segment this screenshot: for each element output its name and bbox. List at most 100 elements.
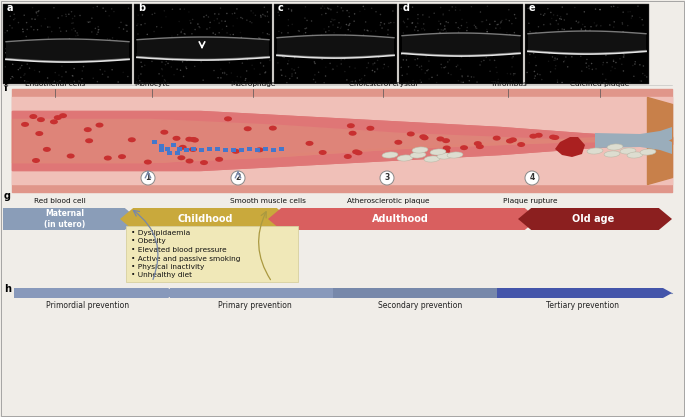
Ellipse shape	[364, 8, 366, 10]
Ellipse shape	[632, 15, 633, 17]
Ellipse shape	[627, 25, 629, 26]
Ellipse shape	[336, 65, 338, 67]
Ellipse shape	[153, 31, 155, 32]
Ellipse shape	[277, 11, 279, 13]
Ellipse shape	[10, 59, 12, 60]
Ellipse shape	[232, 34, 234, 35]
Ellipse shape	[473, 76, 475, 78]
Ellipse shape	[283, 6, 284, 7]
Ellipse shape	[165, 16, 166, 18]
Ellipse shape	[337, 27, 338, 28]
Ellipse shape	[595, 68, 597, 70]
Ellipse shape	[59, 27, 60, 29]
Bar	[263, 147, 268, 151]
Ellipse shape	[68, 38, 69, 40]
Ellipse shape	[447, 61, 449, 63]
Ellipse shape	[229, 62, 230, 63]
Ellipse shape	[330, 9, 332, 10]
Ellipse shape	[259, 38, 260, 39]
Ellipse shape	[73, 28, 75, 29]
Ellipse shape	[469, 56, 470, 57]
Ellipse shape	[551, 56, 553, 58]
Ellipse shape	[110, 53, 112, 55]
Ellipse shape	[428, 78, 430, 80]
Ellipse shape	[21, 122, 29, 127]
Ellipse shape	[458, 80, 459, 81]
Ellipse shape	[158, 42, 160, 43]
Ellipse shape	[141, 66, 142, 68]
Ellipse shape	[144, 65, 145, 66]
Ellipse shape	[392, 10, 394, 12]
Ellipse shape	[161, 61, 163, 63]
Ellipse shape	[72, 75, 74, 77]
Ellipse shape	[552, 41, 553, 43]
Ellipse shape	[613, 60, 614, 61]
Ellipse shape	[49, 26, 51, 28]
Ellipse shape	[551, 135, 559, 140]
Ellipse shape	[533, 53, 534, 54]
Text: 2: 2	[236, 173, 240, 183]
Ellipse shape	[137, 23, 138, 25]
Ellipse shape	[410, 152, 426, 158]
Ellipse shape	[225, 20, 226, 22]
Ellipse shape	[592, 37, 593, 38]
Ellipse shape	[88, 22, 89, 23]
Ellipse shape	[590, 50, 591, 51]
Ellipse shape	[393, 22, 395, 23]
Ellipse shape	[266, 15, 269, 17]
Ellipse shape	[388, 66, 389, 68]
Text: a: a	[7, 3, 14, 13]
Ellipse shape	[185, 66, 187, 68]
Ellipse shape	[32, 7, 34, 8]
Ellipse shape	[213, 70, 215, 71]
Ellipse shape	[547, 8, 549, 10]
Ellipse shape	[321, 58, 323, 60]
Ellipse shape	[72, 75, 73, 76]
Ellipse shape	[536, 47, 537, 49]
Ellipse shape	[328, 26, 329, 28]
Ellipse shape	[534, 78, 535, 79]
Ellipse shape	[397, 155, 413, 161]
Ellipse shape	[328, 8, 329, 10]
Ellipse shape	[481, 21, 482, 23]
Bar	[525, 4, 649, 84]
Ellipse shape	[557, 15, 558, 16]
Ellipse shape	[43, 147, 51, 152]
Ellipse shape	[489, 70, 491, 72]
Ellipse shape	[595, 8, 597, 10]
Ellipse shape	[443, 148, 450, 153]
Ellipse shape	[219, 23, 220, 24]
Ellipse shape	[267, 46, 269, 48]
Ellipse shape	[140, 73, 142, 75]
Ellipse shape	[528, 23, 530, 24]
Ellipse shape	[605, 55, 607, 56]
Bar	[159, 144, 164, 148]
Ellipse shape	[430, 50, 432, 51]
Ellipse shape	[332, 18, 333, 20]
Ellipse shape	[318, 47, 319, 49]
Ellipse shape	[323, 41, 325, 43]
Text: Macrophage: Macrophage	[230, 81, 275, 87]
Ellipse shape	[632, 41, 633, 43]
Ellipse shape	[390, 22, 392, 23]
Ellipse shape	[294, 41, 295, 43]
Ellipse shape	[222, 45, 224, 46]
Ellipse shape	[294, 57, 295, 58]
Ellipse shape	[72, 18, 73, 19]
Ellipse shape	[590, 26, 592, 28]
Ellipse shape	[218, 59, 219, 60]
Ellipse shape	[553, 46, 554, 48]
Ellipse shape	[507, 73, 508, 74]
Ellipse shape	[438, 20, 440, 22]
Ellipse shape	[407, 18, 408, 20]
Ellipse shape	[36, 131, 43, 136]
Ellipse shape	[462, 38, 464, 40]
Ellipse shape	[164, 46, 166, 48]
Ellipse shape	[344, 71, 346, 72]
Ellipse shape	[362, 50, 363, 52]
Bar	[271, 148, 276, 152]
Ellipse shape	[98, 29, 99, 30]
Ellipse shape	[348, 25, 349, 26]
Ellipse shape	[346, 24, 347, 25]
Ellipse shape	[58, 74, 60, 76]
